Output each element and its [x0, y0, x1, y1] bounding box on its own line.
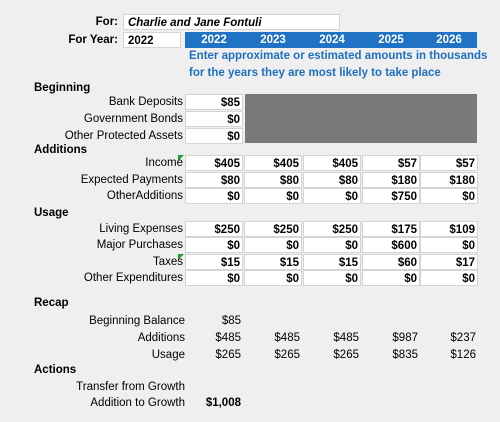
- cell-value: $85: [221, 315, 241, 327]
- cell-value[interactable]: $0: [185, 270, 243, 286]
- comment-marker: [178, 155, 184, 161]
- cell-value[interactable]: $0: [303, 188, 361, 204]
- cell-value[interactable]: $180: [420, 172, 478, 188]
- year-header: 2026: [436, 34, 462, 46]
- cell-value: $1,008: [205, 397, 241, 409]
- year-header-bar: [185, 32, 477, 48]
- client-name[interactable]: Charlie and Jane Fontuli: [123, 14, 340, 30]
- row-label: Usage: [151, 349, 185, 361]
- row-label: Major Purchases: [96, 239, 183, 251]
- row-label: Bank Deposits: [108, 96, 183, 108]
- cell-value[interactable]: $0: [185, 128, 243, 144]
- start-year[interactable]: 2022: [123, 32, 181, 48]
- cell-value[interactable]: $15: [185, 254, 243, 270]
- section-title: Beginning: [34, 82, 91, 94]
- cell-value[interactable]: $0: [420, 237, 478, 253]
- cell-value[interactable]: $600: [362, 237, 420, 253]
- cell-value[interactable]: $750: [362, 188, 420, 204]
- section-title: Actions: [34, 364, 77, 376]
- cell-value[interactable]: $0: [185, 111, 243, 127]
- cell-value: $126: [450, 349, 476, 361]
- year-header: 2024: [319, 34, 345, 46]
- cell-value[interactable]: $180: [362, 172, 420, 188]
- cell-value: $485: [333, 332, 359, 344]
- cell-value[interactable]: $250: [244, 221, 302, 237]
- cell-value[interactable]: $85: [185, 94, 243, 110]
- row-label: Government Bonds: [83, 113, 183, 125]
- cell-value[interactable]: $57: [362, 155, 420, 171]
- cell-value[interactable]: $175: [362, 221, 420, 237]
- row-label: Living Expenses: [99, 223, 183, 235]
- cell-value[interactable]: $57: [420, 155, 478, 171]
- cell-value[interactable]: $80: [244, 172, 302, 188]
- year-header: 2023: [260, 34, 286, 46]
- cell-value: $835: [392, 349, 418, 361]
- cell-value[interactable]: $80: [303, 172, 361, 188]
- for-label: For:: [95, 16, 118, 28]
- row-label: Income: [145, 157, 183, 169]
- cell-value[interactable]: $0: [420, 270, 478, 286]
- cell-value: $265: [215, 349, 241, 361]
- row-label: Transfer from Growth: [76, 381, 185, 393]
- row-label: Taxes: [152, 256, 183, 268]
- cell-value[interactable]: $0: [244, 237, 302, 253]
- cell-value[interactable]: $0: [244, 270, 302, 286]
- cell-value[interactable]: $405: [185, 155, 243, 171]
- cell-value: $485: [215, 332, 241, 344]
- year-header: 2025: [378, 34, 404, 46]
- cell-value[interactable]: $0: [303, 270, 361, 286]
- cell-value[interactable]: $0: [420, 188, 478, 204]
- row-label: Additions: [137, 332, 185, 344]
- cell-value[interactable]: $250: [303, 221, 361, 237]
- cell-value[interactable]: $405: [244, 155, 302, 171]
- comment-marker: [178, 254, 184, 260]
- year-header: 2022: [201, 34, 227, 46]
- row-label: Beginning Balance: [89, 315, 185, 327]
- row-label: Other Protected Assets: [64, 130, 183, 142]
- cell-value: $237: [450, 332, 476, 344]
- cell-value[interactable]: $17: [420, 254, 478, 270]
- cell-value[interactable]: $15: [244, 254, 302, 270]
- cell-value[interactable]: $15: [303, 254, 361, 270]
- row-label: OtherAdditions: [106, 190, 183, 202]
- cell-value[interactable]: $0: [185, 237, 243, 253]
- section-title: Recap: [34, 297, 69, 309]
- cell-value: $485: [274, 332, 300, 344]
- cell-value[interactable]: $0: [185, 188, 243, 204]
- cell-value[interactable]: $109: [420, 221, 478, 237]
- cell-value[interactable]: $60: [362, 254, 420, 270]
- cell-value: $265: [333, 349, 359, 361]
- cell-value[interactable]: $250: [185, 221, 243, 237]
- cell-value[interactable]: $80: [185, 172, 243, 188]
- cell-value[interactable]: $0: [244, 188, 302, 204]
- cell-value[interactable]: $405: [303, 155, 361, 171]
- cell-value: $987: [392, 332, 418, 344]
- year-label: For Year:: [68, 34, 118, 46]
- section-title: Usage: [34, 207, 69, 219]
- disabled-block: [245, 94, 477, 143]
- section-title: Additions: [34, 144, 88, 156]
- cell-value: $265: [274, 349, 300, 361]
- row-label: Addition to Growth: [90, 397, 185, 409]
- cell-value[interactable]: $0: [362, 270, 420, 286]
- note-line: for the years they are most likely to ta…: [189, 67, 441, 79]
- row-label: Other Expenditures: [83, 272, 183, 284]
- row-label: Expected Payments: [80, 174, 183, 186]
- note-line: Enter approximate or estimated amounts i…: [189, 50, 488, 62]
- cell-value[interactable]: $0: [303, 237, 361, 253]
